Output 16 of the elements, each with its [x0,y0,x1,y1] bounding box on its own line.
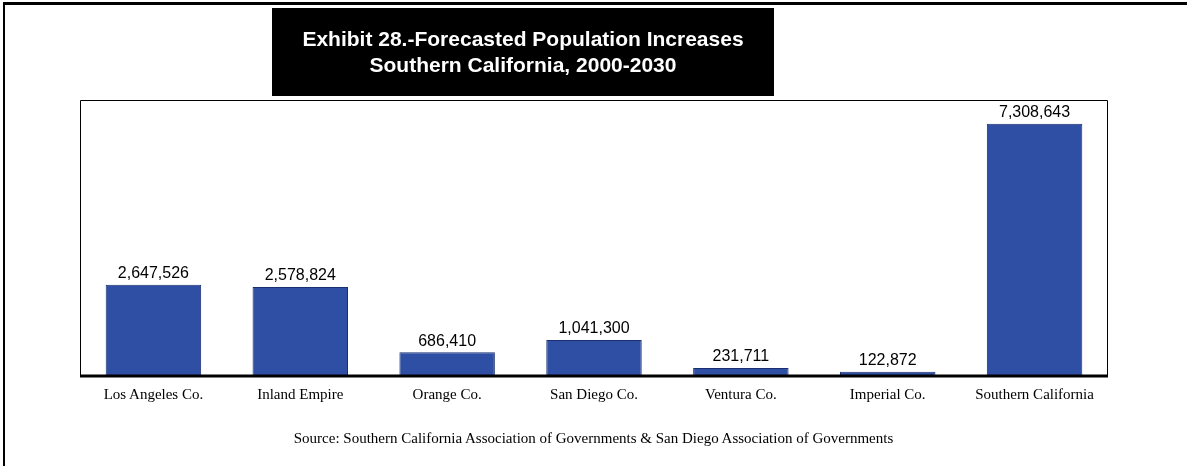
x-tick-label: San Diego Co. [550,385,638,402]
data-label: 122,872 [858,351,917,369]
x-tick-label: Southern California [975,385,1095,402]
data-label: 2,647,526 [117,264,190,282]
x-tick-label: Los Angeles Co. [103,385,204,402]
x-tick-label: Inland Empire [257,385,344,402]
chart-title: Exhibit 28.-Forecasted Population Increases Southern California, 2000-2030 [272,8,774,96]
data-label: 7,308,643 [998,103,1071,121]
x-tick-label: Ventura Co. [705,385,777,402]
x-tick-label: Imperial Co. [849,385,926,402]
data-label: 231,711 [712,347,770,365]
source-note: Source: Southern California Association of Governments & San Diego Association of Governments [292,430,895,447]
data-label: 2,578,824 [264,266,336,284]
data-label: 1,041,300 [558,319,630,337]
data-label: 686,410 [418,331,477,349]
x-tick-label: Orange Co. [412,385,482,402]
